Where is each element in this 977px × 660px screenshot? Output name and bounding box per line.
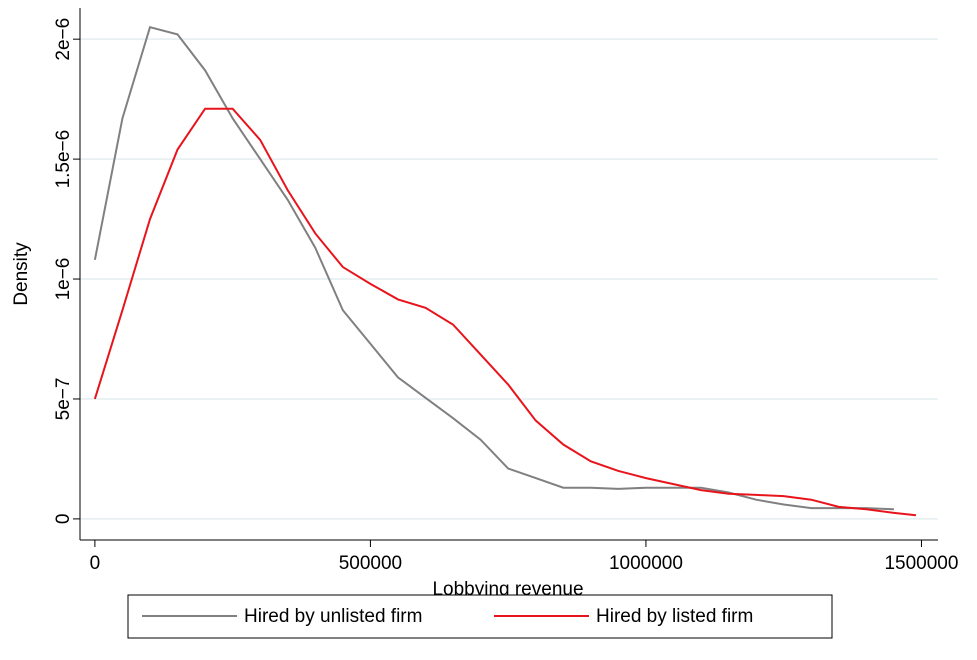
y-tick-label: 0 (53, 514, 74, 525)
density-line (93, 107, 917, 517)
x-tick-label: 500000 (339, 553, 402, 574)
legend-label: Hired by unlisted firm (244, 606, 422, 627)
x-tick-label: 1000000 (609, 553, 683, 574)
x-tick-label: 1500000 (884, 553, 958, 574)
y-tick-label: 5e−7 (53, 378, 74, 421)
legend-box (127, 594, 833, 639)
y-tick-label: 1.5e−6 (53, 130, 74, 189)
density-line (93, 25, 894, 511)
y-tick-label: 1e−6 (53, 258, 74, 301)
y-axis-title: Density (11, 242, 32, 306)
legend-label: Hired by listed firm (596, 606, 753, 627)
y-tick-label: 2e−6 (53, 18, 74, 61)
x-tick-label: 0 (90, 553, 101, 574)
